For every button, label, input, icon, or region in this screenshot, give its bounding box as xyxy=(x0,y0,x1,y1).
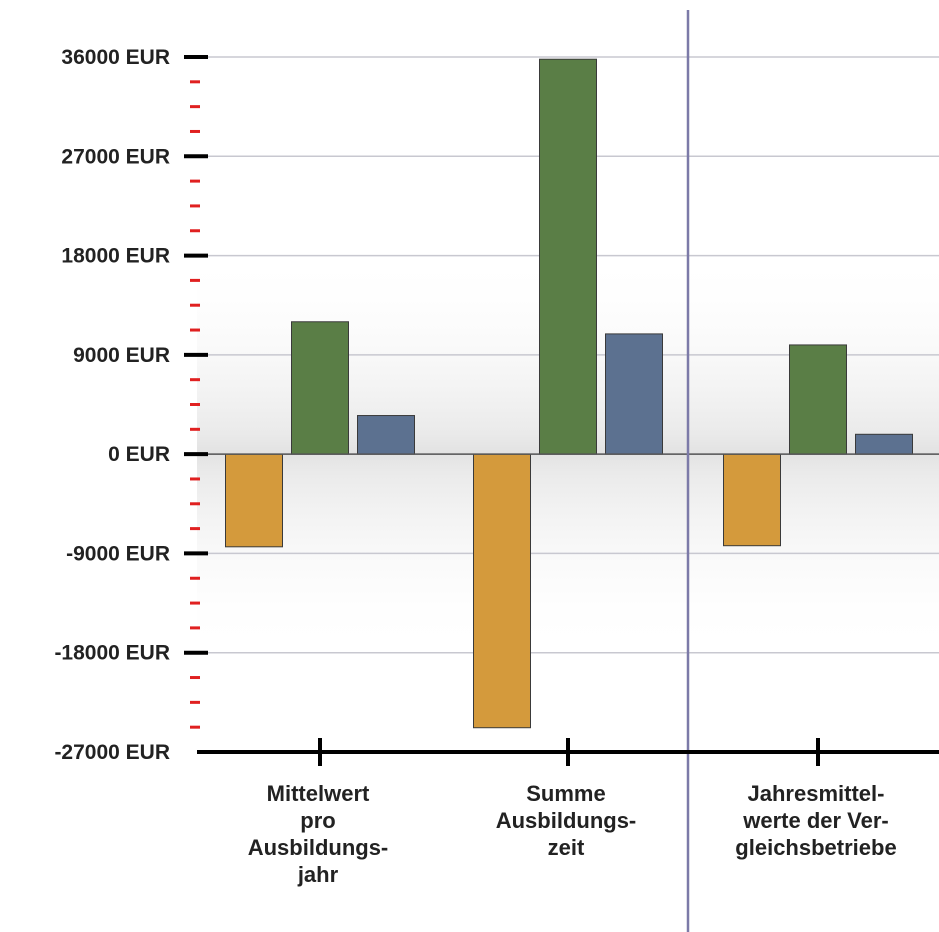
bar xyxy=(723,453,781,547)
bar xyxy=(605,333,663,455)
category-label: gleichsbetriebe xyxy=(735,835,896,860)
y-tick-label: 36000 EUR xyxy=(61,46,170,69)
category-label: jahr xyxy=(297,862,339,887)
bar xyxy=(789,344,847,455)
bar xyxy=(473,453,531,729)
bars xyxy=(225,58,913,729)
bar xyxy=(225,453,283,548)
y-tick-label: -27000 EUR xyxy=(54,741,170,764)
y-tick-label: -9000 EUR xyxy=(66,542,170,565)
category-label: Ausbildungs- xyxy=(248,835,389,860)
y-tick-label: 27000 EUR xyxy=(61,145,170,168)
category-label: zeit xyxy=(548,835,585,860)
category-label: pro xyxy=(300,808,335,833)
y-tick-label: 0 EUR xyxy=(108,443,170,466)
category-label: Summe xyxy=(526,781,605,806)
bar xyxy=(539,58,597,455)
category-label: Ausbildungs- xyxy=(496,808,637,833)
category-label: Jahresmittel- xyxy=(748,781,885,806)
bar xyxy=(855,433,913,455)
category-label: werte der Ver- xyxy=(742,808,889,833)
category-label: Mittelwert xyxy=(267,781,370,806)
axes xyxy=(184,10,939,932)
y-tick-label: 9000 EUR xyxy=(73,344,170,367)
labels: 36000 EUR 27000 EUR 18000 EUR 9000 EUR 0 EUR… xyxy=(54,46,896,887)
y-tick-label: 18000 EUR xyxy=(61,245,170,268)
y-tick-label: -18000 EUR xyxy=(54,642,170,665)
bar xyxy=(291,321,349,455)
bar xyxy=(357,415,415,455)
